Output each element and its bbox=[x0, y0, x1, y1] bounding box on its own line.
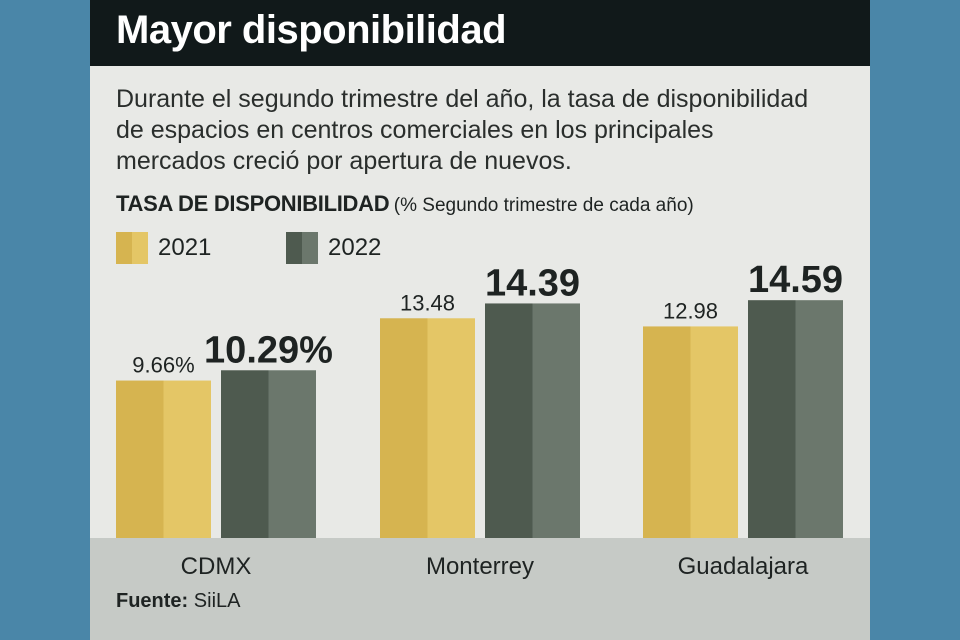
bar-shade bbox=[116, 380, 164, 538]
bar-highlight bbox=[690, 326, 738, 538]
infographic-card: Mayor disponibilidad Durante el segundo … bbox=[90, 0, 870, 640]
bar-chart: 9.66% 10.29% CDMX 13.48 14.39 Monterrey 12.98 1… bbox=[116, 259, 843, 580]
bar-2021-cdmx bbox=[116, 380, 211, 538]
data-label-2021-guadalajara: 12.98 bbox=[663, 298, 718, 323]
title-bar: Mayor disponibilidad bbox=[90, 0, 870, 66]
legend-label-2022: 2022 bbox=[328, 234, 382, 261]
data-label-2022-monterrey: 14.39 bbox=[485, 262, 580, 304]
bar-2021-monterrey bbox=[380, 318, 475, 538]
bar-shade bbox=[643, 326, 691, 538]
legend-label-2021: 2021 bbox=[158, 234, 212, 261]
legend-swatch-2021 bbox=[116, 232, 148, 264]
bar-highlight bbox=[163, 380, 211, 538]
source-value: SiiLA bbox=[193, 590, 241, 612]
data-label-2021-cdmx: 9.66% bbox=[132, 353, 194, 378]
data-label-2021-monterrey: 13.48 bbox=[400, 290, 455, 315]
bar-2021-guadalajara bbox=[643, 326, 738, 538]
source-note: Fuente: SiiLA bbox=[116, 590, 240, 613]
data-label-2022-cdmx: 10.29% bbox=[204, 329, 333, 371]
legend-swatch-2022 bbox=[286, 232, 318, 264]
source-label: Fuente: bbox=[116, 590, 189, 612]
bar-2022-cdmx bbox=[221, 370, 316, 538]
bar-highlight bbox=[268, 370, 316, 538]
page-title: Mayor disponibilidad bbox=[116, 8, 507, 52]
bar-shade bbox=[485, 303, 533, 538]
bar-shade bbox=[380, 318, 428, 538]
bar-shade bbox=[748, 300, 796, 538]
category-label-cdmx: CDMX bbox=[181, 553, 252, 580]
chart-title-note: (% Segundo trimestre de cada año) bbox=[393, 195, 694, 216]
chart-heading: TASA DE DISPONIBILIDAD (% Segundo trimes… bbox=[116, 191, 694, 217]
data-label-2022-guadalajara: 14.59 bbox=[748, 259, 843, 301]
subtitle: Durante el segundo trimestre del año, la… bbox=[116, 85, 809, 175]
category-label-monterrey: Monterrey bbox=[426, 553, 534, 580]
bar-2022-guadalajara bbox=[748, 300, 843, 538]
category-label-guadalajara: Guadalajara bbox=[678, 553, 809, 580]
bar-shade bbox=[221, 370, 269, 538]
bar-highlight bbox=[427, 318, 475, 538]
bar-highlight bbox=[795, 300, 843, 538]
chart-title: TASA DE DISPONIBILIDAD bbox=[116, 191, 390, 216]
category-band bbox=[90, 538, 870, 640]
bar-2022-monterrey bbox=[485, 303, 580, 538]
bar-highlight bbox=[532, 303, 580, 538]
